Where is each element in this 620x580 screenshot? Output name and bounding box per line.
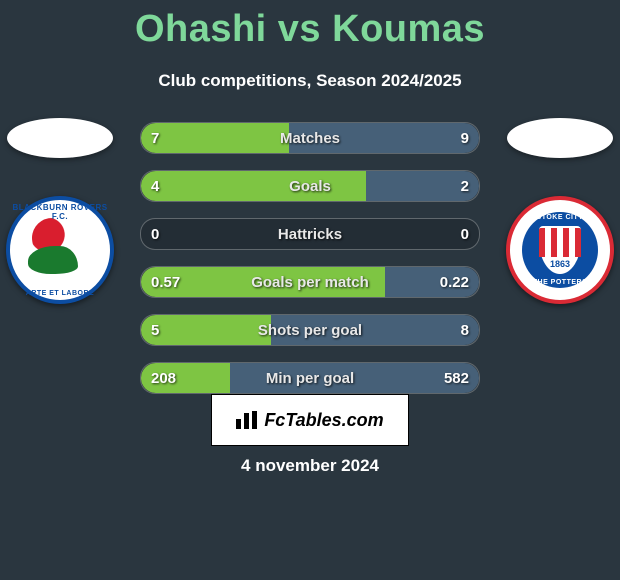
brand-text: FcTables.com: [264, 410, 383, 431]
stat-value-right: 582: [434, 363, 479, 393]
stats-chart: Matches7 9 Goals4 2 Hattricks0 0 Goals per mat…: [140, 122, 480, 410]
left-club-ring-top: BLACKBURN ROVERS F.C.: [10, 203, 110, 221]
stat-value-right: 2: [451, 171, 479, 201]
stat-value-left: 0.57: [141, 267, 190, 297]
stat-label: Matches: [141, 123, 479, 153]
stoke-shield-icon: 1863: [539, 226, 581, 274]
stat-row: Hattricks0 0: [140, 218, 480, 250]
brand-badge: FcTables.com: [211, 394, 409, 446]
stat-value-left: 0: [141, 219, 169, 249]
stat-row: Min per goal208 582: [140, 362, 480, 394]
left-club-ring-bottom: ARTE ET LABORE: [10, 290, 110, 297]
right-country-flag: [507, 118, 613, 158]
stat-row: Shots per goal5 8: [140, 314, 480, 346]
right-club-ring-top: STOKE CITY: [522, 214, 598, 221]
last-updated: 4 november 2024: [0, 456, 620, 476]
stoke-year: 1863: [550, 257, 570, 271]
stat-value-right: 0: [451, 219, 479, 249]
subtitle: Club competitions, Season 2024/2025: [0, 71, 620, 91]
stat-value-left: 4: [141, 171, 169, 201]
stat-value-left: 208: [141, 363, 186, 393]
stat-label: Shots per goal: [141, 315, 479, 345]
stat-value-right: 0.22: [430, 267, 479, 297]
stat-row: Goals per match0.57 0.22: [140, 266, 480, 298]
stat-value-right: 8: [451, 315, 479, 345]
stat-label: Hattricks: [141, 219, 479, 249]
page-title: Ohashi vs Koumas: [0, 0, 620, 51]
right-club-ring-bottom: THE POTTERS: [522, 279, 598, 286]
brand-bars-icon: [236, 411, 258, 429]
stat-row: Goals4 2: [140, 170, 480, 202]
left-club-badge: BLACKBURN ROVERS F.C. ARTE ET LABORE: [6, 196, 114, 304]
left-country-flag: [7, 118, 113, 158]
right-club-badge: STOKE CITY 1863 THE POTTERS: [506, 196, 614, 304]
stat-label: Goals: [141, 171, 479, 201]
stat-label: Min per goal: [141, 363, 479, 393]
comparison-card: Ohashi vs Koumas Club competitions, Seas…: [0, 0, 620, 580]
stat-row: Matches7 9: [140, 122, 480, 154]
stat-value-right: 9: [451, 123, 479, 153]
stat-value-left: 7: [141, 123, 169, 153]
stat-label: Goals per match: [141, 267, 479, 297]
left-player-column: BLACKBURN ROVERS F.C. ARTE ET LABORE: [0, 118, 120, 378]
right-player-column: STOKE CITY 1863 THE POTTERS: [500, 118, 620, 378]
stat-value-left: 5: [141, 315, 169, 345]
